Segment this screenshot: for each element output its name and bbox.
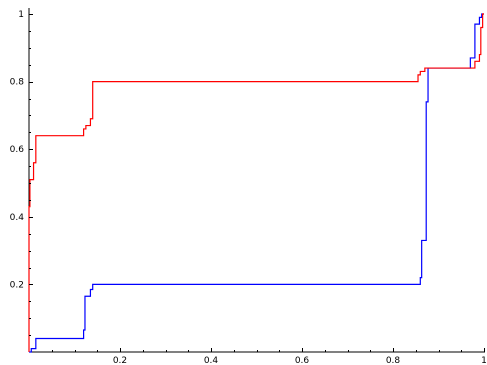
y-tick-label: 0.2 bbox=[10, 280, 24, 290]
axes bbox=[28, 8, 485, 353]
series-layer bbox=[28, 13, 484, 353]
ticks-layer: 0.2 0.4 0.6 0.8 1 0.2 0.4 0.6 0.8 1 bbox=[10, 10, 487, 365]
series-line-1 bbox=[29, 13, 484, 353]
y-tick-label: 0.4 bbox=[10, 213, 25, 223]
y-tick-label: 1 bbox=[18, 10, 24, 20]
x-tick-label: 0.6 bbox=[295, 356, 310, 365]
x-tick-label: 0.4 bbox=[204, 356, 219, 365]
series-line-2 bbox=[28, 13, 484, 352]
y-tick-label: 0.6 bbox=[10, 145, 25, 155]
y-tick-label: 0.8 bbox=[10, 78, 25, 88]
x-tick-label: 0.8 bbox=[386, 356, 401, 365]
x-tick-label: 1 bbox=[481, 356, 487, 365]
x-tick-label: 0.2 bbox=[113, 356, 127, 365]
